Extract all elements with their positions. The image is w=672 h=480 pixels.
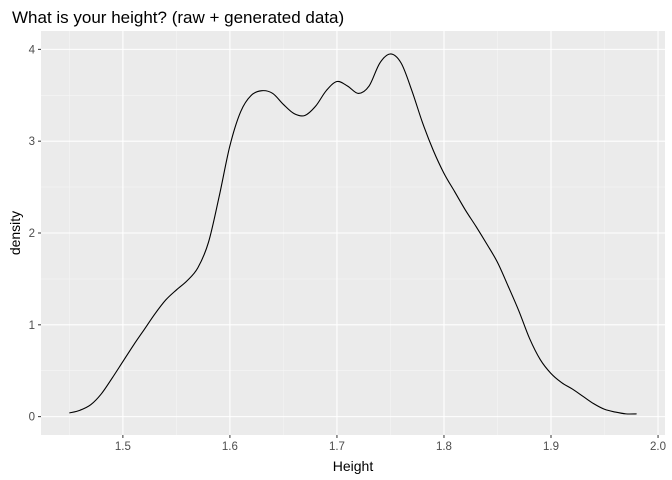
- y-tick-label-2: 2: [29, 228, 35, 240]
- x-tick-label-2: 1.7: [329, 441, 345, 453]
- y-tick-label-4: 4: [29, 44, 36, 56]
- x-tick-label-5: 2.0: [650, 441, 666, 453]
- y-tick-label-3: 3: [29, 136, 35, 148]
- y-tick-label-1: 1: [29, 320, 35, 332]
- x-tick-label-1: 1.6: [222, 441, 238, 453]
- x-axis-ticks: 1.5 1.6 1.7 1.8 1.9 2.0: [115, 435, 666, 453]
- major-gridlines: [41, 31, 665, 435]
- y-axis-title: density: [7, 211, 23, 255]
- x-tick-label-4: 1.9: [543, 441, 559, 453]
- density-curve: [69, 53, 637, 415]
- x-axis-title: Height: [333, 458, 374, 474]
- x-tick-label-3: 1.8: [436, 441, 452, 453]
- y-axis-ticks: 0 1 2 3 4: [29, 44, 41, 424]
- x-tick-label-0: 1.5: [115, 441, 131, 453]
- chart-title: What is your height? (raw + generated da…: [12, 8, 344, 27]
- y-tick-label-0: 0: [29, 412, 35, 424]
